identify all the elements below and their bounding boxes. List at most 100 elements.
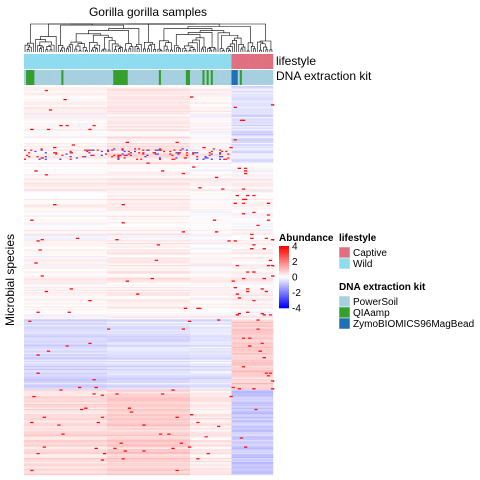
- heatmap-cell: [59, 389, 63, 392]
- heatmap-row-band: [107, 469, 191, 472]
- lifestyle-cell: [173, 54, 176, 69]
- heatmap-row-band: [24, 309, 108, 311]
- heatmap-row-band: [190, 145, 232, 148]
- heatmap-cell: [125, 280, 129, 283]
- gradient-step: [279, 303, 289, 306]
- heatmap-cell: [270, 104, 275, 106]
- heatmap-row-band: [190, 168, 232, 171]
- heatmap-row-band: [24, 449, 108, 451]
- heatmap-row-band: [24, 97, 108, 100]
- heatmap-cell: [121, 222, 125, 224]
- heatmap-row-band: [190, 303, 232, 306]
- heatmap-row-band: [231, 264, 274, 267]
- dendrogram-branch: [147, 48, 150, 52]
- heatmap-cell: [270, 275, 275, 278]
- dendrogram-branch: [49, 49, 53, 52]
- heatmap-row-band: [231, 111, 274, 114]
- heatmap-row-band: [231, 232, 274, 235]
- heatmap-row-band: [107, 357, 191, 359]
- dendrogram-branch: [240, 48, 244, 52]
- heatmap-row-band: [24, 105, 108, 107]
- heatmap-row-band: [231, 438, 274, 441]
- heatmap-cell: [229, 146, 233, 149]
- heatmap-row-band: [107, 430, 191, 433]
- heatmap-row-band: [24, 408, 108, 411]
- heatmap-row-band: [24, 242, 108, 245]
- gradient-step: [279, 277, 289, 279]
- heatmap-row-band: [107, 204, 191, 206]
- heatmap-row-band: [24, 268, 108, 271]
- dendrogram-branch: [221, 50, 225, 52]
- heatmap-row-band: [107, 210, 191, 212]
- heatmap-cell: [262, 248, 266, 250]
- heatmap-row-band: [24, 327, 108, 329]
- heatmap-cell: [65, 153, 68, 156]
- heatmap-row-band: [190, 446, 232, 448]
- heatmap-cell: [246, 311, 250, 314]
- heatmap-row-band: [107, 159, 191, 162]
- heatmap-row-band: [190, 128, 232, 131]
- kit-cell: [216, 70, 220, 85]
- heatmap-row-band: [24, 441, 108, 443]
- heatmap-row-band: [190, 141, 232, 144]
- heatmap-cell: [100, 150, 103, 153]
- heatmap-row-band: [24, 148, 108, 150]
- heatmap-row-band: [24, 472, 108, 474]
- heatmap-row-band: [231, 210, 274, 212]
- heatmap-row-band: [190, 327, 232, 329]
- heatmap-row-band: [231, 429, 274, 432]
- heatmap-cell: [266, 214, 271, 217]
- heatmap-cell: [53, 204, 57, 206]
- lifestyle-cell: [223, 54, 226, 69]
- heatmap-row-band: [190, 351, 232, 354]
- heatmap-row-band: [24, 240, 108, 242]
- lifestyle-cell: [239, 54, 243, 69]
- heatmap-row-band: [231, 341, 274, 343]
- heatmap-row-band: [107, 452, 191, 455]
- heatmap-row-band: [231, 187, 274, 189]
- y-axis-label: Microbial species: [3, 234, 17, 326]
- heatmap-row-band: [24, 227, 108, 229]
- lifestyle-cell: [185, 54, 189, 69]
- heatmap-row-band: [231, 321, 274, 324]
- heatmap-row-band: [107, 126, 191, 128]
- heatmap-row-band: [24, 471, 108, 473]
- heatmap-cell: [256, 224, 260, 227]
- kit-cell: [262, 70, 266, 85]
- heatmap-row-band: [107, 198, 191, 201]
- heatmap-cell: [36, 452, 40, 455]
- heatmap-row-band: [24, 92, 108, 94]
- heatmap-cell: [30, 421, 34, 424]
- heatmap-row-band: [24, 193, 108, 196]
- heatmap-row-band: [190, 417, 232, 420]
- heatmap-cell: [262, 314, 266, 316]
- heatmap-cell: [233, 202, 237, 205]
- heatmap-row-band: [24, 166, 108, 168]
- heatmap-cell: [121, 153, 124, 156]
- heatmap-row-band: [107, 246, 191, 249]
- heatmap-cell: [115, 393, 119, 396]
- heatmap-row-band: [24, 241, 108, 244]
- heatmap-row-band: [24, 93, 108, 96]
- heatmap-row-band: [24, 404, 108, 407]
- heatmap-row-band: [231, 240, 274, 242]
- heatmap-row-band: [231, 371, 274, 373]
- heatmap-row-band: [231, 359, 274, 362]
- heatmap-row-band: [24, 288, 108, 290]
- kit-cell: [38, 70, 41, 85]
- heatmap-row-band: [231, 110, 274, 113]
- heatmap-row-band: [190, 347, 232, 350]
- heatmap-row-band: [231, 281, 274, 284]
- heatmap-row-band: [107, 200, 191, 202]
- heatmap-row-band: [190, 321, 232, 324]
- heatmap-row-band: [190, 458, 232, 460]
- heatmap-row-band: [190, 334, 232, 337]
- lifestyle-cell: [26, 54, 29, 69]
- heatmap-row-band: [190, 296, 232, 298]
- lifestyle-cell: [104, 54, 108, 69]
- heatmap-row-band: [107, 118, 191, 120]
- heatmap-row-band: [107, 368, 191, 371]
- heatmap-cell: [246, 290, 250, 293]
- heatmap-cell: [187, 320, 192, 323]
- heatmap-cell: [138, 148, 141, 150]
